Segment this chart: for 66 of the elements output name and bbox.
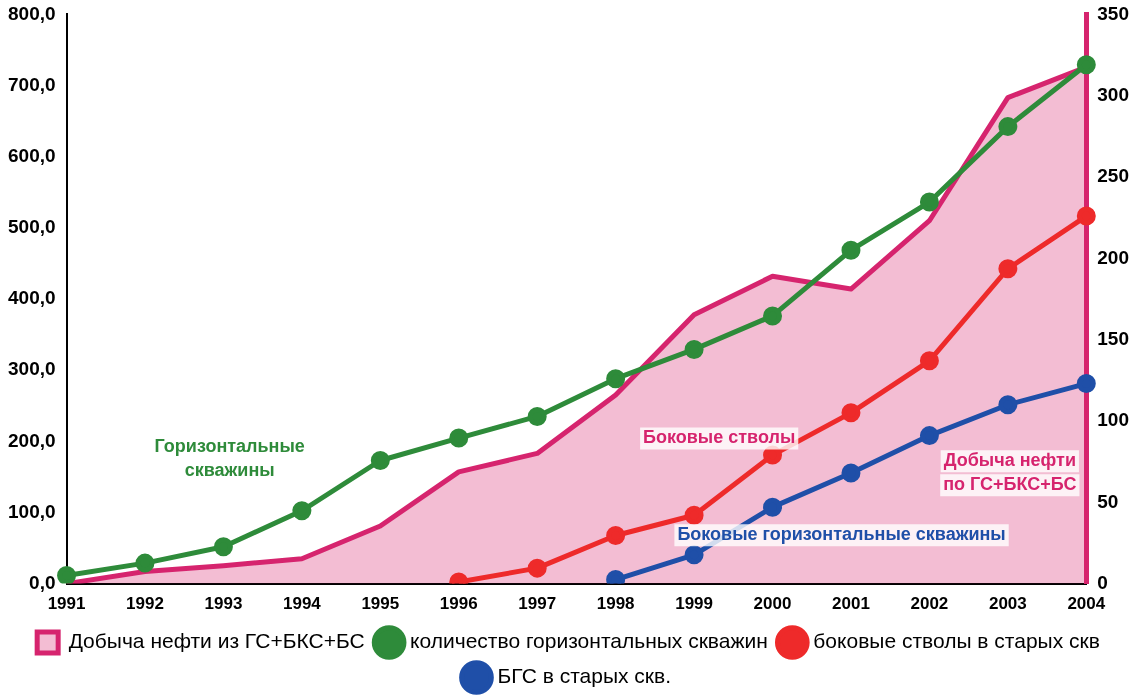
y2-tick-label: 150 xyxy=(1097,327,1129,349)
legend-label: БГС в старых скв. xyxy=(497,664,672,688)
y-tick-label: 400,0 xyxy=(8,287,56,309)
point xyxy=(135,553,155,573)
y-tick-label: 500,0 xyxy=(8,216,56,238)
point xyxy=(919,351,939,371)
point xyxy=(998,395,1018,415)
x-tick-label: 1997 xyxy=(518,594,557,614)
x-tick-label: 1992 xyxy=(126,594,164,614)
y-tick-label: 200,0 xyxy=(8,429,56,451)
point xyxy=(606,525,626,545)
point xyxy=(527,406,547,426)
point xyxy=(213,537,233,557)
y-tick-label: 700,0 xyxy=(8,73,56,95)
y-tick-label: 800,0 xyxy=(8,2,56,24)
x-tick-label: 1998 xyxy=(596,594,635,614)
x-tick-label: 2000 xyxy=(753,594,792,614)
point xyxy=(57,565,77,584)
point xyxy=(998,259,1018,279)
x-tick-label: 1993 xyxy=(204,594,243,614)
annotation: Боковые горизонтальные скважины xyxy=(677,524,1006,545)
legend-label: количество горизонтальных скважин xyxy=(410,629,768,653)
point xyxy=(998,117,1018,137)
y-tick-label: 300,0 xyxy=(8,358,56,380)
y2-tick-label: 100 xyxy=(1097,409,1129,431)
legend-label: боковые стволы в старых скв xyxy=(813,629,1100,653)
point xyxy=(841,463,861,483)
y2-tick-label: 250 xyxy=(1097,165,1129,187)
y-tick-label: 600,0 xyxy=(8,144,56,166)
annotation: Боковые стволы xyxy=(643,427,796,448)
x-tick-label: 2003 xyxy=(988,594,1027,614)
point xyxy=(370,450,390,470)
legend-label: Добыча нефти из ГС+БКС+БС xyxy=(68,629,365,653)
annotation: Горизонтальные скважины xyxy=(154,435,305,480)
point xyxy=(919,426,939,446)
x-tick-label: 1991 xyxy=(47,594,86,614)
point xyxy=(684,505,704,525)
y2-tick-label: 350 xyxy=(1097,2,1129,24)
point xyxy=(684,339,704,359)
point xyxy=(763,306,783,326)
point xyxy=(527,558,547,578)
x-tick-label: 1996 xyxy=(439,594,478,614)
point xyxy=(1076,374,1096,394)
x-tick-label: 1994 xyxy=(282,594,322,614)
x-tick-label: 2001 xyxy=(832,594,870,614)
x-tick-label: 2004 xyxy=(1067,594,1106,614)
x-tick-label: 1995 xyxy=(361,594,400,614)
point xyxy=(763,497,783,517)
point xyxy=(1076,206,1096,226)
point xyxy=(684,545,704,565)
point xyxy=(1076,55,1096,75)
y-tick-label: 0,0 xyxy=(29,571,56,593)
y-tick-label: 100,0 xyxy=(8,500,56,522)
point xyxy=(606,369,626,389)
point xyxy=(449,428,469,448)
annotation: Добыча нефти по ГС+БКС+БС xyxy=(943,450,1077,495)
point xyxy=(841,403,861,423)
x-tick-label: 1999 xyxy=(675,594,713,614)
point xyxy=(292,501,312,521)
y2-tick-label: 300 xyxy=(1097,83,1129,105)
point xyxy=(841,240,861,260)
y2-tick-label: 0 xyxy=(1097,571,1108,593)
x-tick-label: 2002 xyxy=(910,594,949,614)
y2-tick-label: 50 xyxy=(1097,490,1119,512)
point xyxy=(919,192,939,212)
y2-tick-label: 200 xyxy=(1097,246,1129,268)
